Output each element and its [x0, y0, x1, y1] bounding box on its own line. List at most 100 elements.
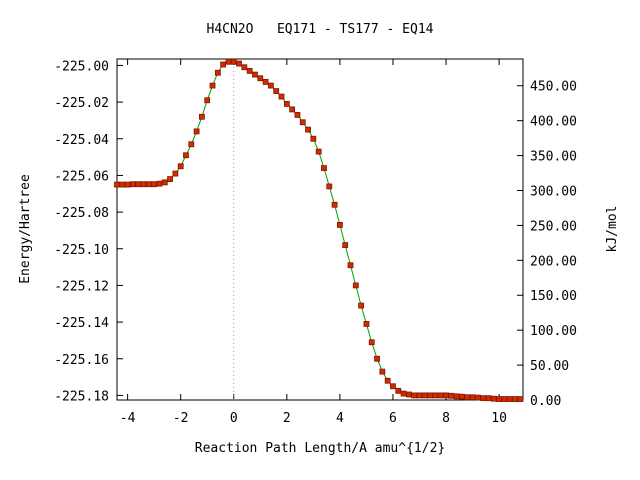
y-tick-label: -225.02	[54, 96, 109, 111]
data-point	[310, 135, 317, 142]
plot-frame	[116, 58, 524, 401]
chart-title: H4CN2O EQ171 - TS177 - EQ14	[207, 22, 434, 37]
data-point	[416, 392, 423, 399]
x-tick-label: 4	[336, 411, 344, 426]
data-point	[405, 391, 412, 398]
data-point	[347, 262, 354, 269]
x-tick-label: 8	[442, 411, 450, 426]
data-point	[427, 392, 434, 399]
data-point	[273, 88, 280, 94]
data-point	[490, 395, 497, 402]
x-axis-label: Reaction Path Length/A amu^{1/2}	[195, 441, 445, 456]
data-point	[464, 394, 471, 401]
y2-tick-label: 300.00	[530, 184, 577, 199]
data-point	[384, 377, 391, 384]
data-point	[453, 393, 460, 400]
data-point	[294, 112, 301, 118]
data-point	[278, 93, 285, 100]
data-point	[183, 152, 189, 159]
data-point	[352, 282, 359, 289]
data-point	[400, 390, 407, 397]
data-point	[443, 392, 449, 399]
y-tick-label: -225.04	[54, 133, 109, 148]
y2-tick-label: 50.00	[530, 359, 569, 374]
data-point	[114, 181, 120, 188]
data-point	[124, 181, 131, 188]
y-tick-label: -225.16	[54, 353, 109, 368]
data-point	[209, 82, 216, 89]
data-point	[501, 396, 508, 402]
data-point	[480, 395, 487, 402]
y2-tick-label: 200.00	[530, 254, 577, 269]
y-tick-label: -225.00	[54, 59, 109, 74]
data-point	[485, 395, 492, 402]
data-point	[432, 392, 439, 399]
data-point	[517, 396, 524, 402]
data-point	[437, 392, 444, 399]
data-point	[421, 392, 428, 399]
data-point	[299, 119, 306, 126]
data-point	[289, 106, 296, 113]
data-point	[321, 165, 327, 171]
y-tick-label: -225.14	[54, 316, 109, 331]
data-point	[230, 58, 237, 65]
data-point	[214, 69, 221, 76]
data-point	[252, 71, 258, 78]
y-tick-label: -225.10	[54, 243, 109, 258]
y2-axis-label: kJ/mol	[605, 206, 620, 253]
data-point	[130, 181, 136, 188]
series-line	[117, 61, 521, 400]
data-point	[512, 396, 518, 402]
y-tick-label: -225.06	[54, 169, 109, 184]
data-point	[172, 170, 179, 177]
data-point	[145, 181, 152, 188]
data-point	[305, 126, 311, 133]
data-point	[390, 383, 396, 390]
data-layer	[114, 58, 524, 402]
data-point	[140, 181, 147, 188]
data-point	[342, 242, 349, 248]
data-point	[448, 392, 455, 399]
data-point	[241, 64, 248, 71]
data-point	[257, 75, 264, 82]
data-point	[220, 61, 227, 68]
data-point	[204, 97, 211, 104]
y-axis-label: Energy/Hartree	[18, 174, 33, 284]
data-point	[363, 321, 370, 327]
x-tick-label: 0	[230, 411, 238, 426]
data-point	[337, 222, 343, 228]
data-point	[358, 302, 365, 309]
y2-tick-label: 100.00	[530, 324, 577, 339]
data-point	[268, 82, 274, 89]
y2-tick-label: 450.00	[530, 80, 577, 95]
data-point	[156, 180, 163, 187]
data-point	[151, 181, 158, 188]
x-tick-label: 10	[491, 411, 507, 426]
data-point	[411, 392, 418, 399]
y2-tick-label: 0.00	[530, 394, 561, 409]
y2-tick-label: 350.00	[530, 150, 577, 165]
x-tick-label: 6	[389, 411, 397, 426]
data-point	[459, 393, 465, 400]
data-point	[119, 181, 126, 188]
data-point	[246, 68, 253, 74]
data-point	[225, 58, 232, 65]
data-point	[188, 141, 195, 148]
y2-tick-label: 400.00	[530, 115, 577, 130]
data-point	[474, 394, 481, 401]
y-tick-label: -225.08	[54, 206, 109, 221]
y-tick-label: -225.12	[54, 279, 109, 294]
y-tick-label: -225.18	[54, 389, 109, 404]
x-tick-label: -4	[120, 411, 136, 426]
data-point	[161, 179, 168, 186]
data-point	[283, 101, 290, 107]
data-point	[469, 394, 476, 401]
data-point	[167, 176, 173, 182]
data-point	[379, 368, 386, 375]
data-point	[262, 79, 269, 85]
axis-ticks: -4 -2 0 2 4 6 8 10 -225.00 -225.02 -225.04 -225.06 -…	[54, 59, 577, 426]
data-point	[193, 128, 200, 135]
data-point	[368, 339, 375, 346]
data-point	[395, 387, 402, 394]
x-tick-label: -2	[173, 411, 189, 426]
